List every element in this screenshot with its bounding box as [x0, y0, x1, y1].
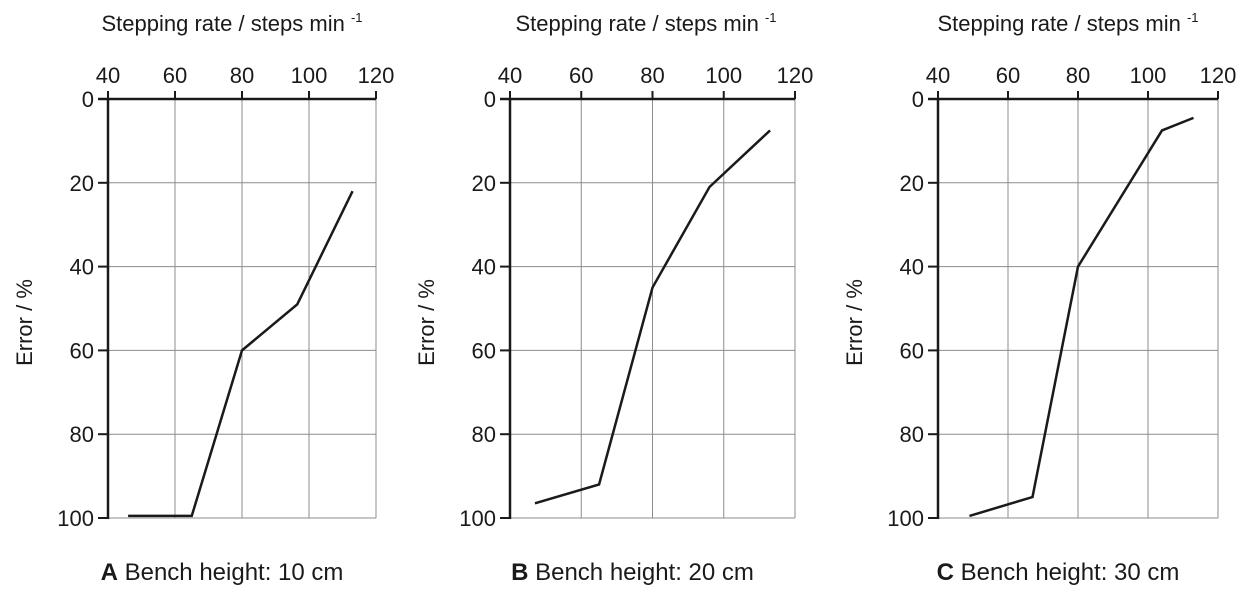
y-tick-label: 80: [900, 422, 924, 447]
y-axis-title: Error / %: [414, 279, 439, 366]
y-tick-label: 80: [472, 422, 496, 447]
y-tick-label: 0: [82, 87, 94, 112]
y-tick-label: 100: [57, 506, 94, 531]
panel-caption: B Bench height: 20 cm: [511, 559, 754, 586]
x-tick-label: 60: [996, 63, 1020, 88]
y-tick-label: 40: [472, 255, 496, 280]
x-axis-title: Stepping rate / steps min -1: [101, 10, 362, 36]
x-tick-label: 60: [163, 63, 187, 88]
panel-letter: C: [937, 559, 954, 586]
x-axis-title: Stepping rate / steps min -1: [515, 10, 776, 36]
chart-panel-a: 40 60 80 100 120 0 20 40 60 80 100 Stepping rate / …: [12, 10, 394, 586]
x-tick-label: 80: [230, 63, 254, 88]
y-tick-label: 60: [900, 338, 924, 363]
y-tick-label: 80: [70, 422, 94, 447]
series-line: [969, 116, 1194, 518]
panel-caption-text: Bench height: 10 cm: [118, 559, 343, 586]
y-tick-label: 20: [472, 171, 496, 196]
y-tick-label: 0: [484, 87, 496, 112]
x-tick-label: 100: [1130, 63, 1167, 88]
y-axis-title: Error / %: [12, 279, 37, 366]
panel-caption: A Bench height: 10 cm: [101, 559, 344, 586]
y-tick-label: 60: [472, 338, 496, 363]
x-tick-label: 120: [358, 63, 395, 88]
panel-letter: A: [101, 559, 118, 586]
series-line: [128, 190, 354, 518]
x-tick-label: 100: [291, 63, 328, 88]
panel-caption: C Bench height: 30 cm: [937, 559, 1180, 586]
chart-panel-c: 40 60 80 100 120 0 20 40 60 80 100 Stepping rate / …: [842, 10, 1236, 586]
panel-caption-text: Bench height: 20 cm: [528, 559, 753, 586]
panel-letter: B: [511, 559, 528, 586]
x-tick-label: 80: [1066, 63, 1090, 88]
x-tick-label: 40: [926, 63, 950, 88]
y-axis-title: Error / %: [842, 279, 867, 366]
y-tick-label: 40: [70, 255, 94, 280]
x-tick-label: 60: [569, 63, 593, 88]
x-tick-label: 80: [640, 63, 664, 88]
y-tick-label: 60: [70, 338, 94, 363]
x-axis-title-superscript: -1: [351, 10, 363, 25]
x-axis-title-superscript: -1: [765, 10, 777, 25]
y-tick-label: 40: [900, 255, 924, 280]
x-axis-title-superscript: -1: [1187, 10, 1199, 25]
y-tick-label: 100: [887, 506, 924, 531]
x-tick-label: 40: [498, 63, 522, 88]
y-tick-label: 100: [459, 506, 496, 531]
x-tick-label: 100: [705, 63, 742, 88]
y-tick-label: 20: [900, 171, 924, 196]
y-tick-label: 20: [70, 171, 94, 196]
x-tick-label: 120: [1200, 63, 1237, 88]
x-axis-title: Stepping rate / steps min -1: [937, 10, 1198, 36]
y-tick-label: 0: [912, 87, 924, 112]
x-tick-label: 40: [96, 63, 120, 88]
panel-caption-text: Bench height: 30 cm: [954, 559, 1179, 586]
x-tick-label: 120: [777, 63, 814, 88]
chart-panel-b: 40 60 80 100 120 0 20 40 60 80 100 Stepping rate / …: [414, 10, 813, 586]
